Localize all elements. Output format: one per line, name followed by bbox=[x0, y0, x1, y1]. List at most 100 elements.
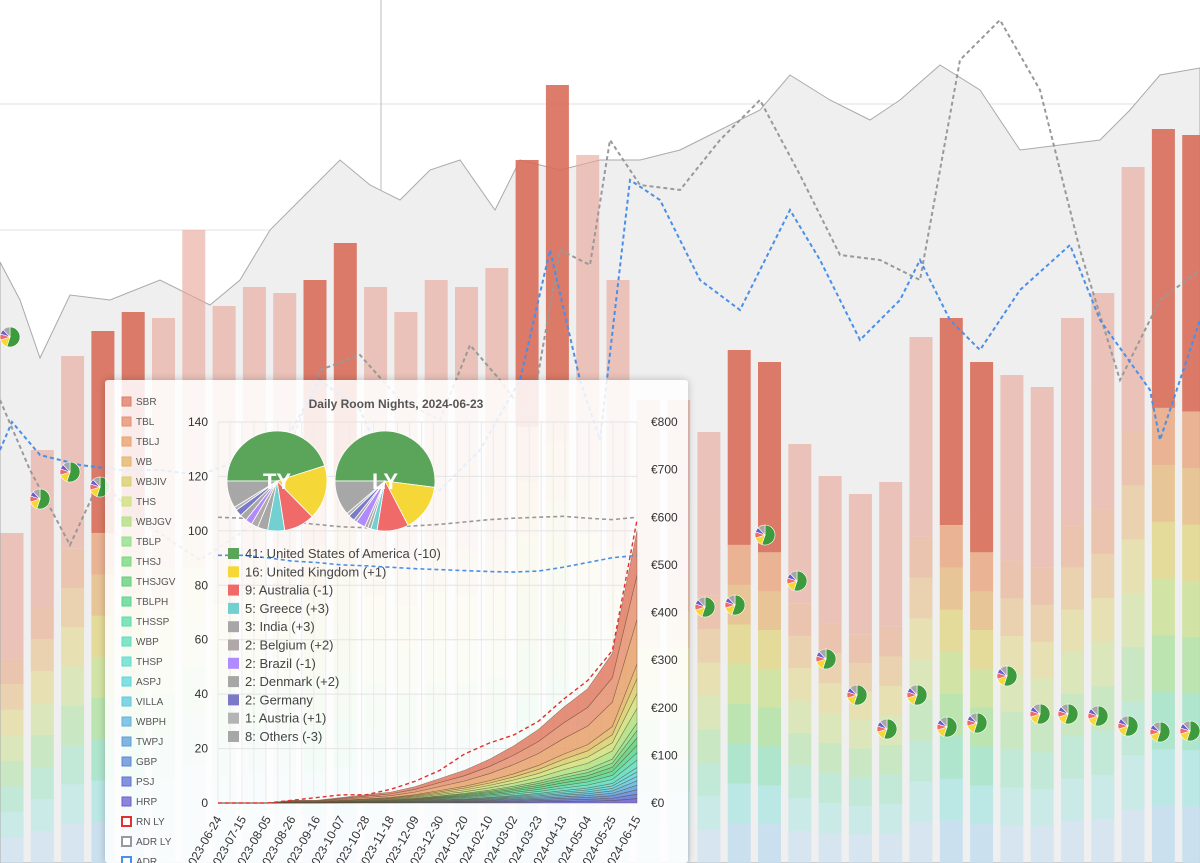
bg-bar-segment bbox=[909, 699, 933, 742]
bg-bar-segment bbox=[939, 318, 963, 526]
bg-pie-slice bbox=[1032, 703, 1041, 715]
country-legend-label: 1: Austria (+1) bbox=[245, 711, 326, 726]
y-left-tick-label: 20 bbox=[195, 742, 209, 756]
bg-pie-slice bbox=[999, 665, 1008, 677]
y-left-tick-label: 100 bbox=[188, 524, 208, 538]
bg-bar-segment bbox=[515, 160, 539, 428]
series-legend-swatch bbox=[121, 556, 132, 567]
series-legend-label: THSJ bbox=[136, 557, 161, 568]
country-legend-item: 2: Germany bbox=[228, 692, 313, 707]
bg-bar-segment bbox=[848, 834, 872, 863]
series-legend-item: TBL bbox=[121, 416, 155, 428]
bg-bar-segment bbox=[727, 544, 751, 586]
country-legend-label: 2: Denmark (+2) bbox=[245, 674, 339, 689]
bg-bar-segment bbox=[545, 85, 569, 381]
bg-bar bbox=[30, 450, 54, 863]
bg-bar-segment bbox=[848, 777, 872, 807]
bg-pie-marker bbox=[966, 712, 988, 734]
series-legend-label: WB bbox=[136, 457, 152, 468]
series-legend-label: ADR bbox=[136, 857, 157, 863]
bg-bar-segment bbox=[1061, 778, 1084, 822]
bg-bar-segment bbox=[1151, 521, 1175, 580]
bg-bar-segment bbox=[697, 729, 721, 764]
series-legend-swatch bbox=[121, 816, 132, 827]
bg-bar-segment bbox=[909, 536, 933, 579]
series-legend-label: WBP bbox=[136, 637, 159, 648]
bg-pie-slice bbox=[879, 718, 888, 730]
bg-bar-segment bbox=[939, 820, 963, 863]
series-legend-swatch bbox=[121, 856, 132, 863]
series-legend-item: TBLJ bbox=[121, 436, 159, 448]
country-legend-label: 8: Others (-3) bbox=[245, 729, 322, 744]
series-legend-label: TWPJ bbox=[136, 737, 163, 748]
bg-bar-segment bbox=[1061, 567, 1084, 611]
bg-bar-segment bbox=[1000, 375, 1024, 561]
bg-bar-segment bbox=[0, 760, 24, 787]
series-legend-swatch bbox=[121, 476, 132, 487]
series-legend-label: SBR bbox=[136, 397, 157, 408]
bg-pie-marker bbox=[29, 488, 51, 510]
bg-bar-segment bbox=[1061, 651, 1084, 695]
bg-bar-segment bbox=[1000, 825, 1024, 863]
bg-bar-segment bbox=[1030, 641, 1054, 680]
bg-bar-segment bbox=[61, 356, 85, 549]
bg-bar-segment bbox=[30, 670, 54, 704]
bg-bar-segment bbox=[1061, 318, 1084, 526]
bg-bar-segment bbox=[1121, 485, 1145, 540]
bg-bar-segment bbox=[61, 627, 85, 668]
series-legend-label: PSJ bbox=[136, 777, 154, 788]
bg-bar-segment bbox=[1000, 711, 1024, 751]
series-legend-swatch bbox=[121, 396, 132, 407]
series-legend-swatch bbox=[121, 516, 132, 527]
bg-bar-segment bbox=[61, 548, 85, 589]
series-legend-swatch bbox=[121, 656, 132, 667]
bg-bar-segment bbox=[1121, 593, 1145, 648]
bg-pie-slice bbox=[32, 488, 41, 500]
bg-bar-segment bbox=[0, 811, 24, 838]
country-legend-swatch bbox=[228, 639, 239, 651]
bg-bar-segment bbox=[939, 567, 963, 611]
bg-bar-segment bbox=[939, 736, 963, 780]
bg-bar-segment bbox=[818, 683, 842, 714]
series-legend-swatch bbox=[121, 676, 132, 687]
bg-bar-segment bbox=[848, 720, 872, 750]
series-legend-label: TBLPH bbox=[136, 597, 168, 608]
bg-bar-segment bbox=[61, 823, 85, 863]
bg-bar-segment bbox=[727, 703, 751, 745]
bg-bar-segment bbox=[1121, 755, 1145, 810]
bg-bar-segment bbox=[909, 740, 933, 782]
bg-bar-segment bbox=[879, 656, 903, 687]
bg-bar-segment bbox=[909, 781, 933, 823]
series-legend-label: TBLJ bbox=[136, 437, 159, 448]
bg-pie-slice bbox=[909, 684, 918, 696]
bg-bar bbox=[1030, 387, 1054, 863]
country-legend-swatch bbox=[228, 584, 239, 596]
bg-bar-segment bbox=[758, 362, 781, 553]
bg-bar-segment bbox=[939, 609, 963, 653]
series-legend-swatch bbox=[121, 416, 132, 427]
series-legend-label: THSJGV bbox=[136, 577, 176, 588]
bg-bar-segment bbox=[879, 833, 903, 863]
bg-bar-segment bbox=[1000, 560, 1024, 599]
bg-bar-segment bbox=[818, 476, 842, 624]
bg-bar-segment bbox=[61, 705, 85, 746]
bg-bar-segment bbox=[697, 796, 721, 831]
bg-bar bbox=[879, 482, 903, 863]
bg-bar-segment bbox=[1091, 642, 1115, 687]
bg-pie-marker bbox=[1087, 705, 1109, 727]
bg-bar-segment bbox=[0, 709, 24, 736]
country-pie: LY bbox=[334, 430, 436, 532]
bg-bar-segment bbox=[758, 785, 781, 825]
bg-bar-segment bbox=[939, 525, 963, 568]
bg-pie-marker bbox=[1149, 721, 1171, 743]
series-legend-item: GBP bbox=[121, 756, 157, 768]
series-legend-label: WBPH bbox=[136, 717, 166, 728]
bg-pie-slice bbox=[969, 712, 978, 724]
adr-line bbox=[218, 554, 638, 573]
country-legend-item: 16: United Kingdom (+1) bbox=[228, 564, 386, 579]
bg-pie-marker bbox=[846, 684, 868, 706]
bg-bar-segment bbox=[879, 626, 903, 657]
bg-pie-marker bbox=[1029, 703, 1051, 725]
bg-bar-segment bbox=[1030, 789, 1054, 827]
bg-bar-segment bbox=[697, 829, 721, 863]
